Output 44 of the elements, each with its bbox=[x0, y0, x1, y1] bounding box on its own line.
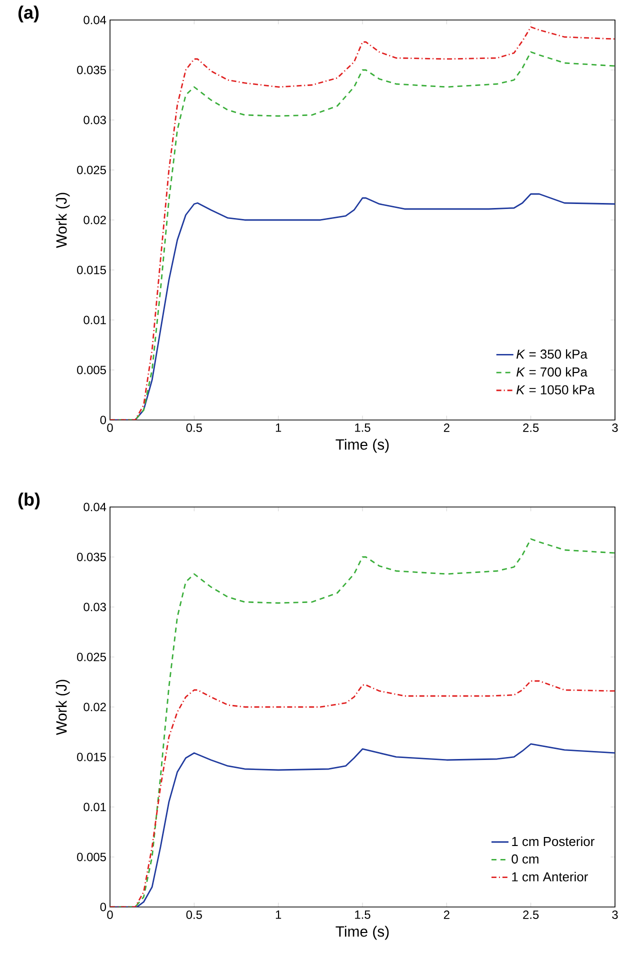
x-tick-label: 3 bbox=[612, 910, 618, 919]
x-tick-label: 0.5 bbox=[186, 424, 202, 432]
y-tick-label: 0.035 bbox=[77, 66, 106, 74]
y-tick-label: 0.04 bbox=[84, 502, 106, 512]
x-tick-label: 1 bbox=[276, 424, 282, 432]
y-tick-label: 0.02 bbox=[84, 216, 106, 224]
legend-label: K = 350 kPa bbox=[516, 349, 588, 359]
y-tick-label: 0.035 bbox=[77, 552, 106, 562]
x-axis-title: Time (s) bbox=[336, 438, 389, 453]
x-tick-label: 0 bbox=[107, 910, 113, 919]
y-tick-label: 0.02 bbox=[84, 702, 106, 712]
x-tick-label: 2 bbox=[444, 910, 450, 919]
y-tick-label: 0 bbox=[100, 416, 106, 424]
x-tick-label: 2.5 bbox=[523, 424, 539, 432]
x-tick-label: 1.5 bbox=[355, 910, 370, 919]
y-tick-label: 0.03 bbox=[84, 116, 106, 124]
legend-label: 0 cm bbox=[512, 854, 538, 864]
legend-label: K = 1050 kPa bbox=[516, 384, 595, 394]
y-tick-label: 0.015 bbox=[77, 266, 106, 274]
legend-label: 1 cm Anterior bbox=[512, 872, 588, 882]
y-tick-label: 0.015 bbox=[77, 752, 106, 762]
y-tick-label: 0.03 bbox=[84, 602, 106, 612]
x-tick-label: 1 bbox=[276, 910, 282, 919]
chart-title: (b) bbox=[18, 492, 40, 510]
y-tick-label: 0.005 bbox=[77, 852, 106, 862]
y-axis-title: Work (J) bbox=[56, 680, 70, 736]
x-axis-title: Time (s) bbox=[336, 926, 389, 940]
x-tick-label: 1.5 bbox=[355, 424, 370, 432]
y-tick-label: 0.025 bbox=[77, 166, 106, 174]
y-tick-label: 0.005 bbox=[77, 366, 106, 374]
y-tick-label: 0.01 bbox=[84, 316, 106, 324]
y-tick-label: 0.01 bbox=[84, 802, 106, 812]
y-tick-label: 0.025 bbox=[77, 652, 106, 662]
legend-label: K = 700 kPa bbox=[516, 367, 588, 377]
legend-label: 1 cm Posterior bbox=[512, 836, 594, 846]
x-tick-label: 2 bbox=[444, 424, 450, 432]
x-tick-label: 2.5 bbox=[523, 910, 539, 919]
y-axis-title: Work (J) bbox=[56, 192, 70, 248]
x-tick-label: 0 bbox=[107, 424, 113, 432]
y-tick-label: 0.04 bbox=[84, 16, 106, 24]
x-tick-label: 0.5 bbox=[186, 910, 202, 919]
chart-title: (a) bbox=[18, 6, 39, 22]
x-tick-label: 3 bbox=[612, 424, 618, 432]
y-tick-label: 0 bbox=[100, 902, 106, 912]
